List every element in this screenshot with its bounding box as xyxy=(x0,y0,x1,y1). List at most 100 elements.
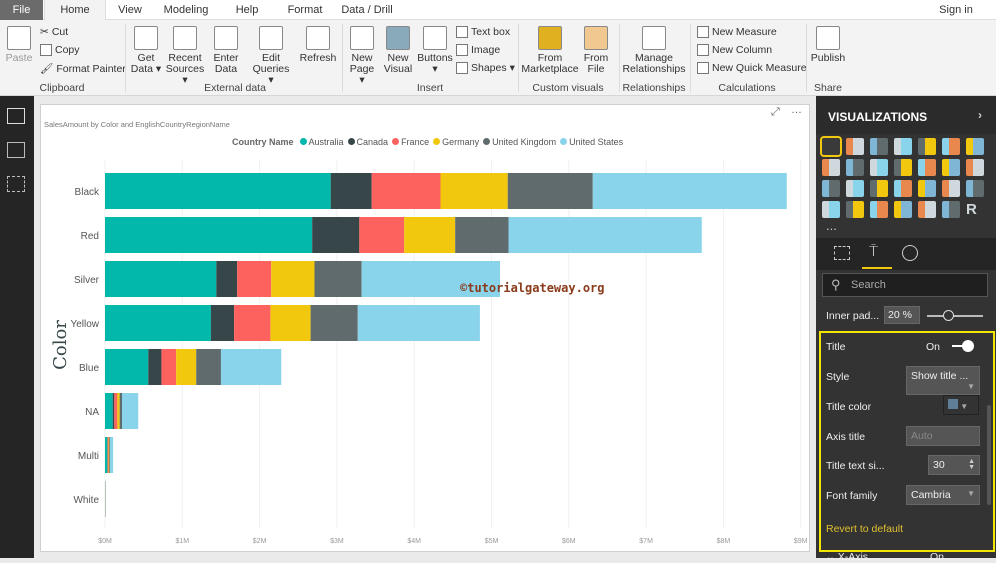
analytics-tab-icon[interactable] xyxy=(902,245,918,261)
x-axis-section[interactable]: ⌄ X-Axis xyxy=(826,551,868,563)
bar-segment[interactable] xyxy=(120,393,122,429)
matrix-visual-icon[interactable] xyxy=(942,201,960,218)
clustered-bar-visual-icon[interactable] xyxy=(870,138,888,155)
filled-map-visual-icon[interactable] xyxy=(918,180,936,197)
chevron-right-icon[interactable]: › xyxy=(978,108,982,122)
title-color-picker[interactable]: ▼ xyxy=(943,395,979,415)
slider-handle[interactable] xyxy=(943,310,954,321)
axis-title-input[interactable]: Auto xyxy=(906,426,980,446)
bar-segment[interactable] xyxy=(593,173,787,209)
bar-segment[interactable] xyxy=(113,393,115,429)
bar-segment[interactable] xyxy=(105,261,216,297)
ribbon-visual-icon[interactable] xyxy=(918,159,936,176)
title-toggle-knob[interactable] xyxy=(962,340,974,352)
funnel-visual-icon[interactable] xyxy=(942,180,960,197)
bar-segment[interactable] xyxy=(110,437,113,473)
bar-segment[interactable] xyxy=(105,217,312,253)
bar-segment[interactable] xyxy=(108,437,109,473)
map-visual-icon[interactable] xyxy=(894,180,912,197)
bar-segment[interactable] xyxy=(509,217,702,253)
slicer-visual-icon[interactable] xyxy=(894,201,912,218)
line-visual-icon[interactable] xyxy=(966,138,984,155)
bar-segment[interactable] xyxy=(508,173,593,209)
treemap-visual-icon[interactable] xyxy=(870,180,888,197)
inner-padding-slider[interactable] xyxy=(927,315,983,317)
x-tick-label: $9M xyxy=(794,538,808,545)
bar-segment[interactable] xyxy=(221,349,281,385)
line-clustered-visual-icon[interactable] xyxy=(894,159,912,176)
bar-segment[interactable] xyxy=(237,261,271,297)
bar-segment[interactable] xyxy=(404,217,455,253)
bar-segment[interactable] xyxy=(114,393,117,429)
x-tick-label: $2M xyxy=(253,538,267,545)
bar-segment[interactable] xyxy=(311,305,358,341)
pie-visual-icon[interactable] xyxy=(822,180,840,197)
gauge-visual-icon[interactable] xyxy=(966,180,984,197)
bar-segment[interactable] xyxy=(105,437,107,473)
scatter-visual-icon[interactable] xyxy=(966,159,984,176)
pane-tabs: ⍑ xyxy=(816,238,996,270)
100-column-visual-icon[interactable] xyxy=(942,138,960,155)
donut-visual-icon[interactable] xyxy=(846,180,864,197)
revert-to-default-link[interactable]: Revert to default xyxy=(826,523,903,535)
panel-scrollbar[interactable] xyxy=(987,405,991,505)
multi-row-card-visual-icon[interactable] xyxy=(846,201,864,218)
bar-segment[interactable] xyxy=(314,261,361,297)
bar-segment[interactable] xyxy=(117,393,119,429)
bar-segment[interactable] xyxy=(105,393,113,429)
title-state: On xyxy=(926,341,940,353)
active-tab-underline xyxy=(862,267,892,269)
search-input[interactable]: ⚲ Search xyxy=(822,273,988,297)
inner-padding-input[interactable]: 20 % xyxy=(884,306,920,324)
bar-segment[interactable] xyxy=(234,305,270,341)
bar-segment[interactable] xyxy=(270,305,310,341)
y-tick-label: White xyxy=(73,495,99,506)
bar-segment[interactable] xyxy=(372,173,441,209)
stacked-column-visual-icon[interactable] xyxy=(846,138,864,155)
bar-segment[interactable] xyxy=(105,173,331,209)
r-visual-visual-icon[interactable]: R xyxy=(966,201,984,218)
publish-icon xyxy=(816,26,840,50)
bar-segment[interactable] xyxy=(109,437,110,473)
bar-segment[interactable] xyxy=(358,305,480,341)
stacked-bar-visual-icon[interactable] xyxy=(822,138,840,155)
bar-segment[interactable] xyxy=(108,437,109,473)
bar-segment[interactable] xyxy=(216,261,237,297)
bar-segment[interactable] xyxy=(105,305,211,341)
kpi-visual-icon[interactable] xyxy=(870,201,888,218)
bar-segment[interactable] xyxy=(161,349,176,385)
x-axis-state: On xyxy=(930,551,944,563)
area-visual-icon[interactable] xyxy=(822,159,840,176)
style-dropdown[interactable]: Show title ...▼ xyxy=(906,366,980,395)
inner-padding-unit: % xyxy=(903,309,912,321)
bar-segment[interactable] xyxy=(359,217,404,253)
100-bar-visual-icon[interactable] xyxy=(918,138,936,155)
clustered-column-visual-icon[interactable] xyxy=(894,138,912,155)
search-icon: ⚲ xyxy=(831,277,841,293)
bar-segment[interactable] xyxy=(211,305,234,341)
bar-segment[interactable] xyxy=(148,349,161,385)
bar-segment[interactable] xyxy=(176,349,196,385)
bar-segment[interactable] xyxy=(440,173,507,209)
bar-segment[interactable] xyxy=(271,261,314,297)
visualization-gallery: R xyxy=(822,138,988,218)
title-text-size-stepper[interactable]: 30▲▼ xyxy=(928,455,980,475)
font-family-dropdown[interactable]: Cambria▼ xyxy=(906,485,980,505)
fields-tab-icon[interactable] xyxy=(834,246,850,260)
bar-segment[interactable] xyxy=(196,349,221,385)
waterfall-visual-icon[interactable] xyxy=(942,159,960,176)
bar-segment[interactable] xyxy=(331,173,372,209)
sign-in-link[interactable]: Sign in xyxy=(936,0,976,20)
bar-segment[interactable] xyxy=(122,393,138,429)
bar-segment[interactable] xyxy=(455,217,508,253)
stacked-area-visual-icon[interactable] xyxy=(846,159,864,176)
table-visual-icon[interactable] xyxy=(918,201,936,218)
more-visuals-button[interactable]: ... xyxy=(826,218,837,233)
watermark: ©tutorialgateway.org xyxy=(460,281,605,295)
search-placeholder: Search xyxy=(851,279,886,291)
format-paint-roller-icon[interactable]: ⍑ xyxy=(869,243,878,260)
line-column-visual-icon[interactable] xyxy=(870,159,888,176)
bar-segment[interactable] xyxy=(312,217,359,253)
bar-segment[interactable] xyxy=(105,349,148,385)
card-visual-icon[interactable] xyxy=(822,201,840,218)
